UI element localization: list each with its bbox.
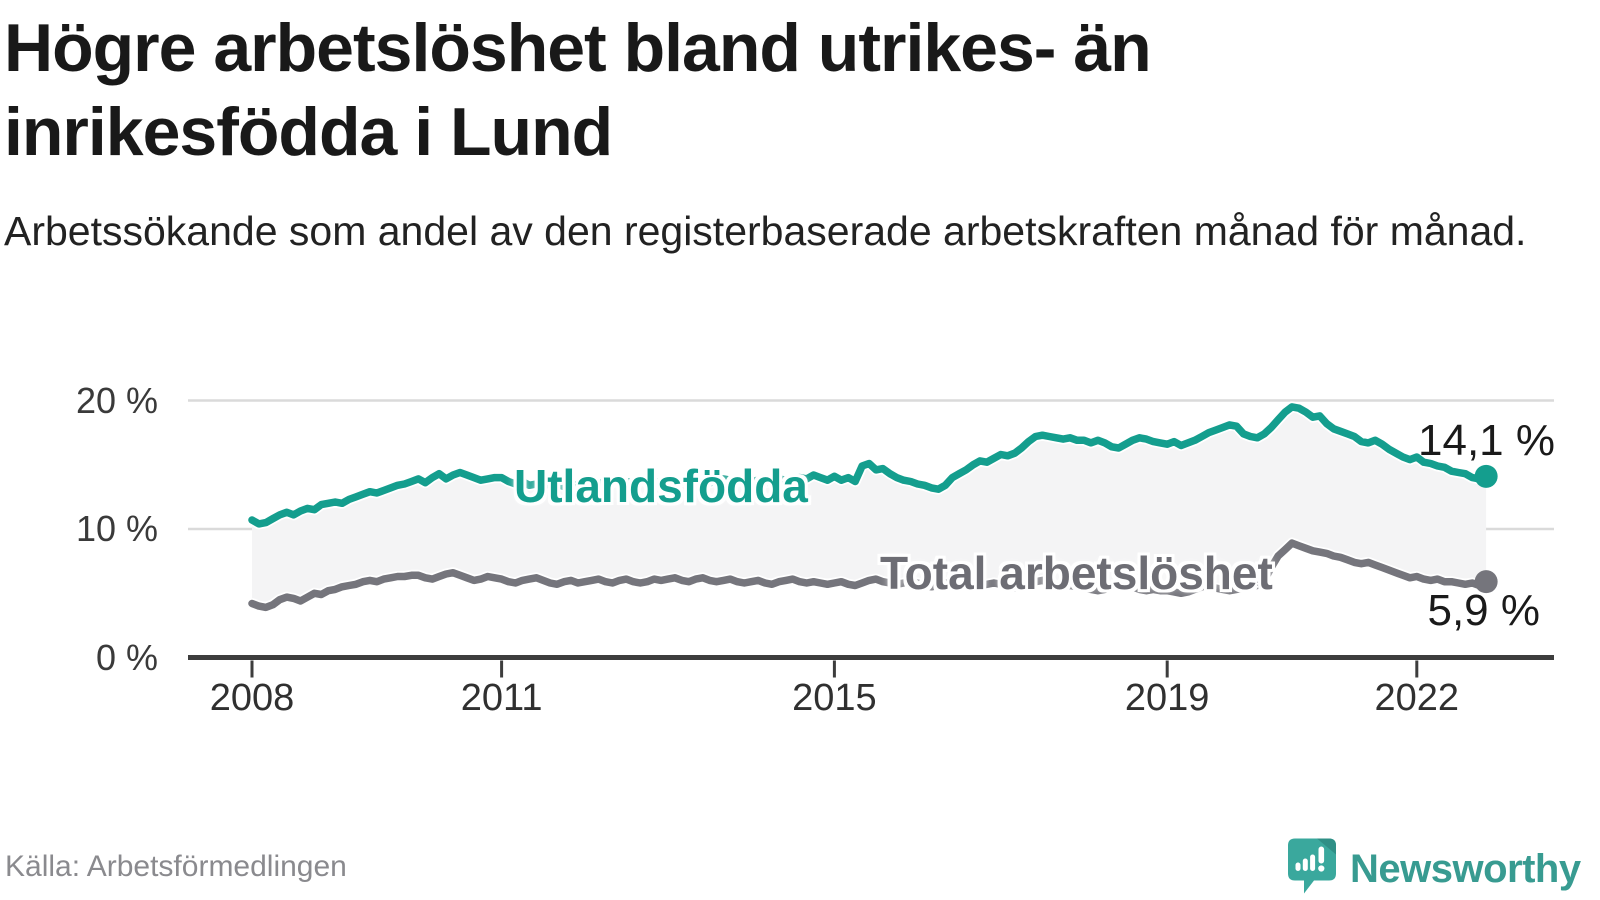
x-axis-tick-label-2015: 2015 (792, 677, 877, 719)
y-axis-tick-label-20: 20 % (75, 379, 158, 421)
source-note: Källa: Arbetsförmedlingen (5, 850, 347, 883)
chart-subtitle: Arbetssökande som andel av den registerb… (4, 208, 1527, 254)
end-value-label-utlandsfodda: 14,1 % (1418, 416, 1555, 465)
y-axis-tick-label-10: 10 % (75, 508, 158, 549)
newsworthy-wordmark: Newsworthy (1350, 847, 1581, 891)
x-axis-tick-label-2019: 2019 (1124, 677, 1210, 719)
x-axis-tick-label-2008: 2008 (209, 677, 295, 719)
end-value-label-total: 5,9 % (1427, 586, 1540, 635)
series-label-utlandsfodda: Utlandsfödda (514, 460, 808, 512)
page-title: Högre arbetslöshet bland utrikes- än inr… (4, 10, 1152, 171)
x-axis-tick-label-2022: 2022 (1374, 677, 1460, 719)
x-axis-tick-label-2011: 2011 (460, 677, 543, 719)
newsworthy-speech-bubble-chart-icon (1288, 838, 1336, 900)
newsworthy-logo[interactable]: Newsworthy (1288, 838, 1581, 900)
series-label-total-arbetsloshet: Total arbetslöshet (880, 547, 1273, 599)
y-axis-tick-label-0: 0 % (95, 636, 158, 678)
